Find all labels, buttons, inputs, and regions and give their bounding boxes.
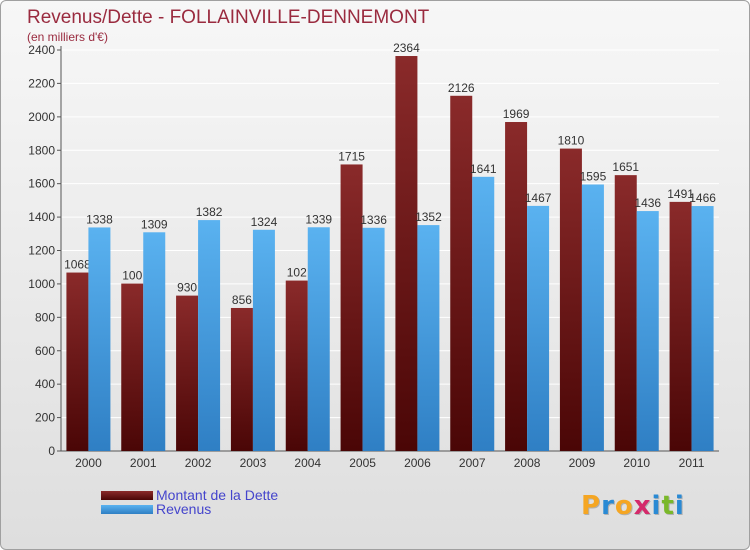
x-tick-label: 2008 — [514, 456, 541, 470]
y-tick-label: 800 — [35, 310, 55, 324]
x-tick-label: 2006 — [404, 456, 431, 470]
bar-revenue — [472, 176, 495, 451]
x-tick-label: 2003 — [240, 456, 267, 470]
bar-revenue — [636, 211, 659, 451]
x-tick-label: 2002 — [185, 456, 212, 470]
legend-label-revenue: Revenus — [156, 501, 212, 517]
data-label: 1324 — [251, 215, 278, 229]
logo-letter: i — [674, 491, 685, 521]
logo-letter: x — [633, 491, 652, 521]
logo-letter: P — [581, 491, 602, 521]
x-tick-label: 2010 — [623, 456, 650, 470]
logo-letter: r — [601, 491, 615, 521]
data-label: 1309 — [141, 217, 168, 231]
data-label: 102 — [287, 266, 307, 280]
bar-revenue — [252, 229, 275, 451]
bar-debt — [66, 272, 89, 451]
y-tick-label: 1600 — [28, 177, 55, 191]
y-tick-label: 2400 — [28, 43, 55, 57]
bar-revenue — [581, 184, 604, 452]
x-tick-label: 2005 — [349, 456, 376, 470]
bar-debt — [340, 164, 363, 451]
data-label: 1339 — [305, 212, 332, 226]
data-label: 1436 — [634, 196, 661, 210]
y-tick-label: 2000 — [28, 110, 55, 124]
bar-debt — [669, 201, 692, 451]
y-tick-label: 2200 — [28, 76, 55, 90]
bar-debt — [614, 175, 637, 451]
bar-revenue — [691, 206, 714, 451]
y-tick-label: 1000 — [28, 277, 55, 291]
y-tick-label: 1800 — [28, 143, 55, 157]
data-label: 1641 — [470, 162, 497, 176]
logo-letter: t — [661, 491, 675, 521]
data-label: 100 — [122, 269, 142, 283]
logo-letter: o — [614, 491, 634, 521]
data-label: 1336 — [360, 213, 387, 227]
data-label: 1382 — [196, 205, 223, 219]
bar-revenue — [362, 227, 385, 451]
bar-revenue — [527, 205, 550, 451]
data-label: 1715 — [338, 149, 365, 163]
bar-debt — [230, 307, 253, 451]
bar-revenue — [307, 227, 330, 451]
chart-title: Revenus/Dette - FOLLAINVILLE-DENNEMONT — [27, 7, 430, 28]
data-label: 2126 — [448, 81, 475, 95]
data-label: 1068 — [64, 258, 91, 272]
y-tick-label: 400 — [35, 377, 55, 391]
data-label: 1595 — [580, 170, 607, 184]
data-label: 1338 — [86, 212, 113, 226]
logo-letter: i — [651, 491, 662, 521]
x-tick-label: 2011 — [679, 456, 705, 470]
data-label: 930 — [177, 281, 197, 295]
x-tick-label: 2009 — [569, 456, 596, 470]
bar-debt — [559, 148, 582, 451]
bar-debt — [176, 295, 199, 451]
x-tick-label: 2004 — [294, 456, 321, 470]
data-label: 1810 — [558, 134, 585, 148]
y-tick-label: 1400 — [28, 210, 55, 224]
bar-revenue — [143, 232, 166, 451]
bar-debt — [450, 95, 473, 452]
legend-label-debt: Montant de la Dette — [156, 487, 279, 503]
data-label: 1352 — [415, 210, 442, 224]
proxiti-logo: Proxiti — [581, 491, 685, 521]
x-tick-label: 2000 — [75, 456, 102, 470]
bar-revenue — [88, 227, 111, 451]
y-tick-label: 200 — [35, 411, 55, 425]
bar-debt — [505, 122, 528, 452]
bar-debt — [395, 56, 418, 451]
bar-debt — [121, 283, 144, 451]
chart-subtitle: (en milliers d'€) — [27, 30, 108, 44]
legend-item-revenue: Revenus — [101, 501, 211, 517]
bar-revenue — [198, 220, 221, 451]
data-label: 1651 — [612, 160, 639, 174]
data-label: 1467 — [525, 191, 552, 205]
x-tick-label: 2001 — [130, 456, 157, 470]
legend-item-debt: Montant de la Dette — [101, 487, 278, 503]
data-label: 2364 — [393, 41, 420, 55]
y-tick-label: 600 — [35, 344, 55, 358]
x-tick-label: 2007 — [459, 456, 486, 470]
bar-revenue — [417, 225, 440, 451]
data-label: 1491 — [667, 187, 694, 201]
data-label: 856 — [232, 293, 252, 307]
data-label: 1466 — [689, 191, 716, 205]
legend-swatch-revenue — [101, 504, 153, 514]
y-tick-label: 1200 — [28, 244, 55, 258]
data-label: 1969 — [503, 107, 530, 121]
bar-debt — [285, 280, 308, 451]
legend-swatch-debt — [101, 490, 153, 500]
y-tick-label: 0 — [48, 444, 55, 458]
